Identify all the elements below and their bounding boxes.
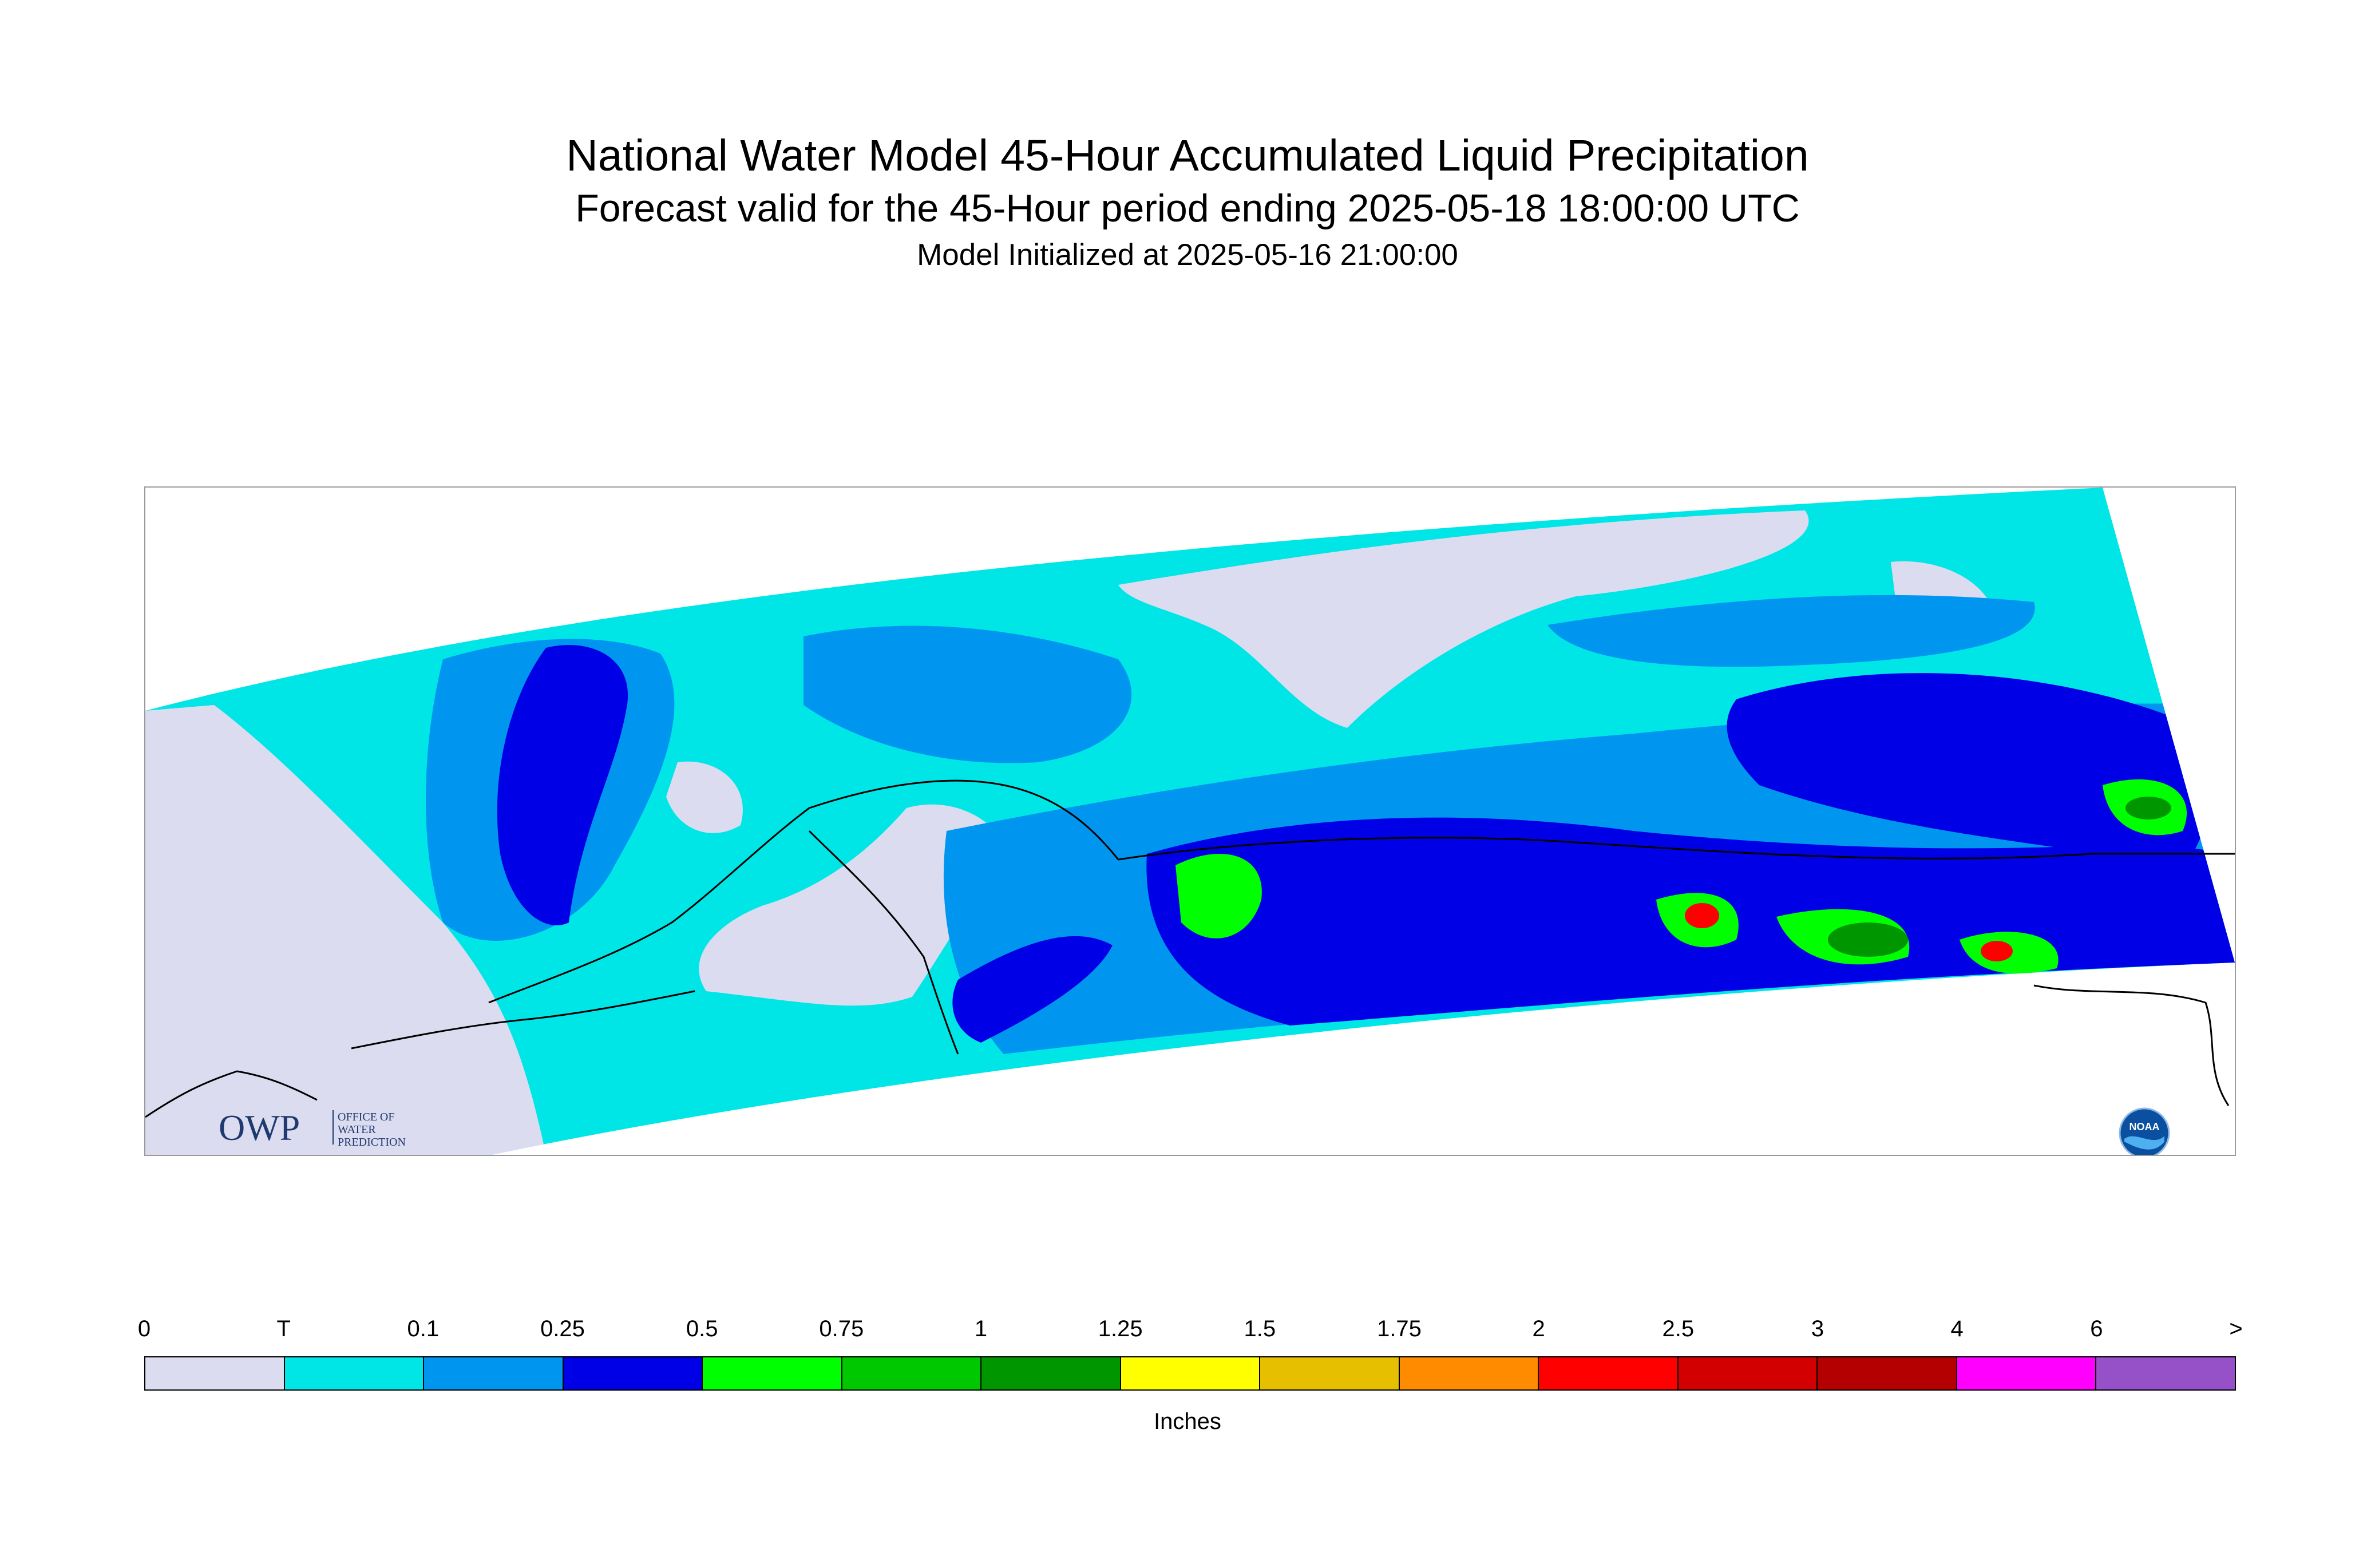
owp-logo-line1: OFFICE OF [338, 1111, 394, 1123]
coastline-outlines [145, 779, 2235, 1118]
noaa-logo-mark: NOAA [2129, 1121, 2160, 1133]
map-title: National Water Model 45-Hour Accumulated… [566, 131, 1809, 180]
coastline-aleutians [351, 990, 695, 1050]
owp-logo: OWP OFFICE OF WATER PREDICTION [219, 1104, 425, 1150]
owp-logo-line3: PREDICTION [338, 1136, 406, 1149]
owp-logo-line2: WATER [338, 1123, 376, 1136]
legend-tick: 1.5 [1244, 1316, 1276, 1341]
legend-tick: 1.25 [1098, 1316, 1143, 1341]
moderate-band-east [1727, 673, 2207, 865]
legend-tick: 3 [1811, 1316, 1824, 1341]
legend-tick: 6 [2090, 1316, 2103, 1341]
coastline-southeast [2033, 984, 2230, 1106]
precip-layer-peak [1685, 903, 2013, 961]
legend-tick-labels: 0 T 0.1 0.25 0.5 0.75 1 1.25 1.5 1.75 2 2.5 3 4 6 > [0, 1316, 2375, 1351]
light-band-central [803, 625, 1132, 763]
legend-tick: 0.25 [540, 1316, 585, 1341]
legend-color-bar [144, 1356, 2236, 1391]
peak-core-southeast [1981, 941, 2013, 961]
light-band-northeast [1547, 595, 2035, 667]
dry-region-north [1118, 510, 1809, 728]
legend-swatch [1121, 1357, 1261, 1389]
legend-swatch [1539, 1357, 1679, 1389]
legend-unit-label: Inches [1154, 1409, 1221, 1434]
moderate-band-west [497, 644, 628, 925]
legend-tick: 2 [1532, 1316, 1545, 1341]
precip-field [145, 488, 2235, 1155]
precip-layer-heaviest [1828, 797, 2171, 957]
legend-tick: 1 [974, 1316, 988, 1341]
precip-layer-none [145, 510, 1996, 1155]
dry-region-nw [666, 761, 743, 833]
heaviest-core-coast [1828, 922, 1908, 957]
coastline-chukotka [145, 1070, 318, 1118]
coastline-bristol-bay [808, 830, 959, 1055]
legend-tick: 0.1 [407, 1316, 440, 1341]
moderate-peninsula [952, 936, 1113, 1043]
heaviest-core-east [2125, 797, 2171, 819]
legend-swatch [563, 1357, 703, 1389]
legend-tick: 0 [137, 1316, 151, 1341]
dry-region-bristol [699, 804, 1004, 1006]
map-subtitle: Forecast valid for the 45-Hour period en… [575, 187, 1800, 230]
noaa-logo: NOAA [2119, 1107, 2170, 1155]
legend-swatch [1260, 1357, 1400, 1389]
legend-swatch [145, 1357, 285, 1389]
legend-tick: 2.5 [1662, 1316, 1695, 1341]
legend-swatch [1678, 1357, 1818, 1389]
model-init-time: Model Initialized at 2025-05-16 21:00:00 [917, 238, 1458, 272]
owp-logo-mark: OWP [219, 1107, 300, 1148]
legend-swatch [981, 1357, 1121, 1389]
legend-swatch [1957, 1357, 2097, 1389]
map-canvas [145, 488, 2235, 1155]
legend-swatch [1399, 1357, 1539, 1389]
legend-tick: > [2229, 1316, 2243, 1341]
legend-swatch [284, 1357, 425, 1389]
legend-tick: 0.75 [819, 1316, 864, 1341]
dry-region-west [145, 705, 546, 1155]
heavy-cell-west-coast [1175, 854, 1262, 939]
legend-swatch [2096, 1357, 2235, 1389]
peak-core-range [1685, 903, 1719, 928]
legend-swatch [1818, 1357, 1957, 1389]
legend-tick: 0.5 [686, 1316, 718, 1341]
legend-swatch [703, 1357, 842, 1389]
legend-tick: T [276, 1316, 291, 1341]
legend-tick: 1.75 [1377, 1316, 1422, 1341]
coastline-south [1118, 837, 2235, 861]
legend-swatch [842, 1357, 982, 1389]
precipitation-map: OWP OFFICE OF WATER PREDICTION NOAA [144, 486, 2236, 1156]
legend-tick: 4 [1950, 1316, 1964, 1341]
legend-swatch [424, 1357, 564, 1389]
coastline-alaska-west [488, 779, 1119, 1004]
